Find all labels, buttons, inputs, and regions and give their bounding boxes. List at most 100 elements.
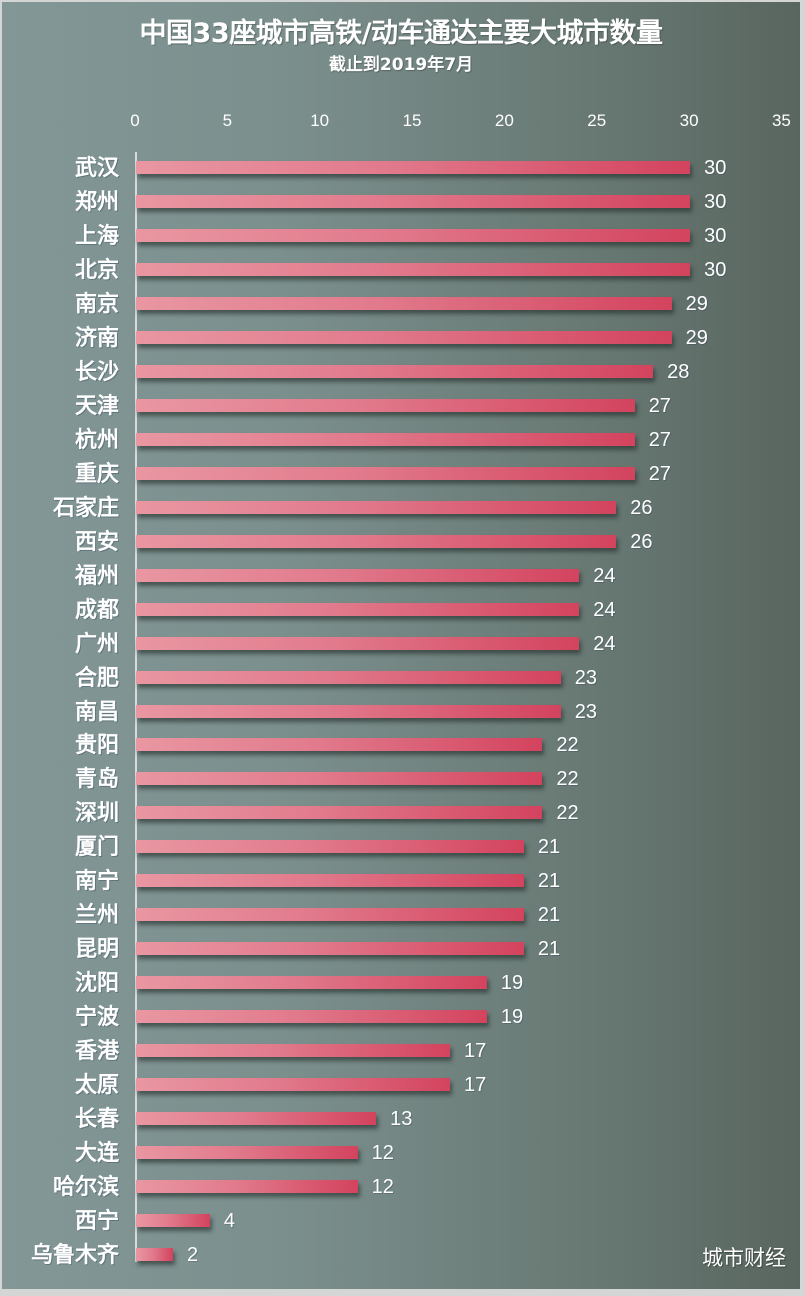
category-label: 上海 [74,223,119,249]
bar [136,874,524,888]
bar-row: 上海 30 [2,220,800,254]
value-label: 23 [574,666,598,689]
bar-row: 南宁 21 [2,865,800,899]
bar [136,772,543,786]
bar-row: 北京 30 [2,254,800,288]
x-tick-label: 15 [402,111,422,130]
value-label: 30 [704,258,727,281]
bar [136,398,635,412]
bar-row: 大连 12 [2,1137,800,1171]
bar [136,1214,210,1228]
bar-row: 济南 29 [2,322,800,356]
value-label: 2 [186,1244,199,1267]
bar [136,1078,450,1092]
category-label: 合肥 [74,665,119,691]
bar-row: 南昌 23 [2,696,800,730]
bar-row: 哈尔滨 12 [2,1171,800,1205]
bar-row: 福州 24 [2,560,800,594]
category-label: 贵阳 [74,733,119,759]
category-label: 成都 [74,597,119,623]
bar [136,908,524,922]
bar [136,840,524,854]
category-label: 南昌 [74,699,119,725]
bar-row: 兰州 21 [2,899,800,933]
bar-row: 昆明 21 [2,933,800,967]
category-label: 昆明 [74,937,119,963]
value-label: 27 [648,428,671,451]
category-label: 天津 [74,393,119,419]
bar [136,1010,487,1024]
x-tick-label: 10 [310,111,330,130]
bar-row: 深圳 22 [2,797,800,831]
bar [136,670,561,684]
value-label: 22 [556,768,579,791]
value-label: 29 [685,292,708,315]
category-label: 香港 [74,1039,119,1065]
bar [136,1044,450,1058]
value-label: 27 [648,462,671,485]
bar-row: 厦门 21 [2,831,800,865]
bar [136,738,543,752]
x-tick-label: 5 [222,111,233,130]
bar-row: 郑州 30 [2,186,800,220]
bar [136,330,672,344]
bar-row: 广州 24 [2,628,800,662]
category-label: 深圳 [74,801,119,827]
value-label: 12 [371,1142,394,1165]
category-label: 石家庄 [52,495,119,521]
category-label: 大连 [74,1141,119,1167]
value-label: 17 [463,1074,487,1097]
bar [136,1146,358,1160]
bar-row: 沈阳 19 [2,967,800,1001]
value-label: 24 [593,598,616,621]
bar-row: 武汉 30 [2,152,800,186]
value-label: 26 [630,530,653,553]
bar [136,194,691,208]
value-label: 22 [556,734,579,757]
bar [136,568,580,582]
category-label: 杭州 [74,427,119,453]
value-label: 12 [371,1176,394,1199]
bar [136,636,580,650]
category-label: 厦门 [74,835,119,861]
bar [136,500,617,514]
category-label: 宁波 [74,1005,119,1031]
category-label: 北京 [74,257,119,283]
bar [136,432,635,446]
bar-row: 杭州 27 [2,424,800,458]
category-label: 青岛 [74,767,119,793]
category-label: 福州 [74,563,119,589]
category-label: 广州 [74,631,119,657]
value-label: 30 [704,157,727,179]
value-label: 21 [537,938,561,961]
value-label: 22 [556,802,579,825]
bar-row: 青岛 22 [2,763,800,797]
value-label: 30 [704,190,727,213]
bar-row: 合肥 23 [2,662,800,696]
bar-row: 乌鲁木齐 2 [2,1239,800,1273]
bar [136,296,672,310]
bar-row: 香港 17 [2,1035,800,1069]
bar-row: 长沙 28 [2,356,800,390]
category-label: 重庆 [74,461,119,487]
category-label: 南京 [74,291,119,317]
bar-row: 南京 29 [2,288,800,322]
category-label: 济南 [74,325,119,351]
x-tick-label: 0 [130,111,140,130]
value-label: 19 [500,1006,524,1029]
bar-row: 西宁 4 [2,1205,800,1239]
bar-row: 太原 17 [2,1069,800,1103]
value-label: 24 [593,564,616,587]
value-label: 30 [704,224,727,247]
category-label: 太原 [74,1073,119,1099]
x-tick-label: 30 [679,111,699,130]
chart-subtitle: 截止到2019年7月 [328,55,474,75]
bar-row: 重庆 27 [2,458,800,492]
value-label: 29 [685,326,708,349]
category-label: 乌鲁木齐 [30,1243,119,1269]
bar [136,1248,173,1262]
x-tick-label: 35 [771,111,791,130]
value-label: 21 [537,904,561,927]
bar-row: 宁波 19 [2,1001,800,1035]
